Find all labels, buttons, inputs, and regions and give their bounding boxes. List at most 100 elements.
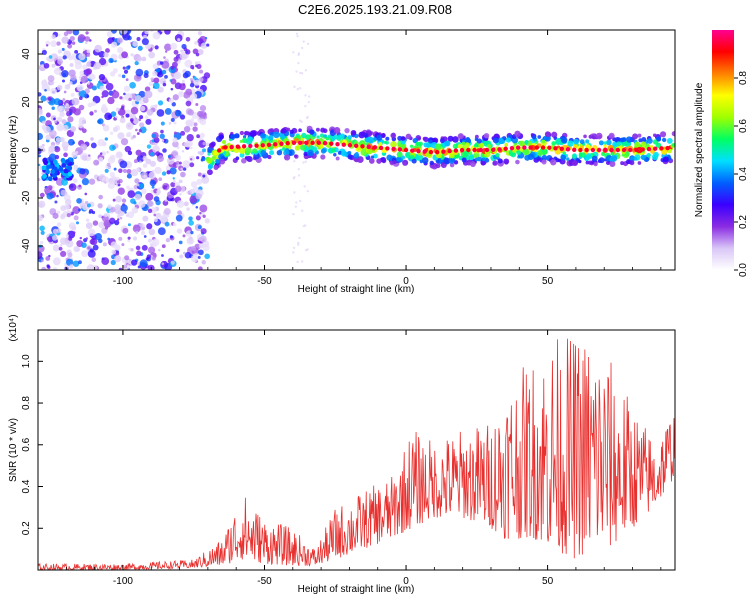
- spectrogram-point: [621, 153, 625, 157]
- spectrogram-point: [105, 48, 110, 54]
- spectrogram-point: [111, 90, 120, 99]
- spectrogram-point: [170, 65, 175, 70]
- spectrogram-point: [196, 178, 203, 185]
- spectrogram-point: [536, 150, 543, 156]
- spectrogram-point: [151, 256, 156, 261]
- spectrogram-peak: [322, 140, 328, 146]
- spectrogram-point: [135, 149, 142, 156]
- spectrogram-point: [48, 145, 55, 153]
- spectrogram-point: [80, 143, 87, 151]
- spectrogram-point: [139, 259, 148, 268]
- spectrogram-point: [584, 153, 592, 160]
- spectrogram-point: [560, 136, 568, 144]
- spectrogram-point: [319, 144, 324, 149]
- spectrogram-point: [170, 42, 178, 50]
- spectrogram-point: [90, 238, 98, 246]
- spectrogram-point: [127, 239, 131, 243]
- spectrogram-point: [199, 204, 208, 213]
- colorbar-label: Normalized spectral amplitude: [694, 82, 705, 217]
- spectrogram-point: [409, 144, 414, 148]
- spectrogram-point: [360, 148, 368, 156]
- spectrogram-point: [671, 131, 675, 137]
- spectrogram-point: [350, 129, 357, 136]
- spectrogram-point: [124, 211, 127, 214]
- spectrogram-point: [296, 35, 299, 38]
- spectrogram-point: [168, 97, 174, 104]
- spectrogram-point: [139, 115, 144, 120]
- spectrogram-point: [63, 90, 67, 94]
- spectrogram-point: [193, 76, 197, 80]
- y-tick-label: 20: [21, 96, 32, 108]
- spectrogram-point: [145, 192, 154, 201]
- spectrogram-point: [170, 87, 174, 91]
- spectrogram-point: [189, 188, 195, 195]
- spectrogram-point: [56, 116, 63, 123]
- spectrogram-point: [161, 171, 167, 176]
- spectrogram-point: [38, 214, 43, 222]
- spectrogram-point: [168, 258, 173, 262]
- spectrogram-point: [137, 265, 141, 269]
- spectrogram-peak: [422, 149, 427, 154]
- spectrogram-point: [122, 168, 128, 174]
- y-tick-label: 0.2: [21, 521, 32, 535]
- spectrogram-point: [76, 84, 84, 92]
- spectrogram-point: [585, 139, 590, 144]
- spectrogram-point: [138, 118, 142, 122]
- spectrogram-point: [101, 215, 109, 223]
- spectrogram-point: [115, 115, 118, 119]
- spectrogram-point: [140, 105, 146, 112]
- colorbar-tick-label: 0.4: [738, 167, 749, 181]
- spectrogram-peak: [297, 140, 303, 145]
- spectrogram-point: [300, 144, 306, 151]
- spectrogram-point: [90, 142, 97, 149]
- spectrogram-peak: [241, 144, 247, 149]
- spectrogram-peak: [447, 148, 452, 154]
- spectrogram-point: [478, 142, 485, 149]
- spectrogram-point: [204, 218, 210, 224]
- spectrogram-point: [193, 79, 201, 86]
- spectrogram-point: [573, 144, 578, 149]
- spectrogram-point: [588, 160, 593, 165]
- spectrogram-point: [137, 56, 143, 62]
- spectrogram-point: [400, 155, 406, 160]
- spectrogram-point: [114, 255, 122, 263]
- spectrogram-point: [47, 176, 53, 182]
- spectrogram-peak: [347, 143, 353, 148]
- y-tick-label: 40: [21, 48, 32, 60]
- spectrogram-point: [117, 183, 121, 187]
- spectrogram-point: [69, 264, 74, 269]
- spectrogram-point: [292, 251, 295, 254]
- spectrogram-point: [320, 154, 326, 160]
- spectrogram-point: [153, 196, 160, 202]
- spectrogram-point: [39, 192, 45, 198]
- spectrogram-point: [87, 249, 96, 258]
- spectrogram-point: [204, 253, 210, 260]
- spectrogram-point: [297, 52, 301, 55]
- spectrogram-point: [38, 251, 43, 260]
- spectrogram-point: [134, 193, 142, 201]
- spectrogram-point: [550, 159, 557, 166]
- spectrogram-point: [145, 158, 152, 165]
- spectrogram-point: [63, 168, 69, 174]
- spectrogram-point: [117, 218, 120, 221]
- spectrogram-point: [78, 260, 82, 265]
- spectrogram-point: [147, 246, 156, 254]
- spectrogram-point: [210, 141, 216, 147]
- spectrogram-point: [44, 88, 47, 92]
- spectrogram-peak: [584, 147, 589, 153]
- spectrogram-point: [56, 41, 61, 46]
- spectrogram-peak: [366, 144, 371, 150]
- spectrogram-peak: [403, 147, 409, 153]
- spectrogram-point: [101, 95, 104, 99]
- spectrogram-point: [199, 105, 207, 112]
- spectrogram-point: [130, 41, 133, 45]
- spectrogram-point: [306, 189, 310, 193]
- spectrogram-point: [157, 86, 164, 93]
- y-tick-label: 1.0: [21, 354, 32, 368]
- spectrogram-point: [304, 224, 307, 227]
- spectrogram-point: [118, 267, 123, 270]
- spectrogram-point: [153, 218, 158, 223]
- spectrogram-point: [149, 179, 157, 187]
- spectrogram-point: [179, 52, 188, 60]
